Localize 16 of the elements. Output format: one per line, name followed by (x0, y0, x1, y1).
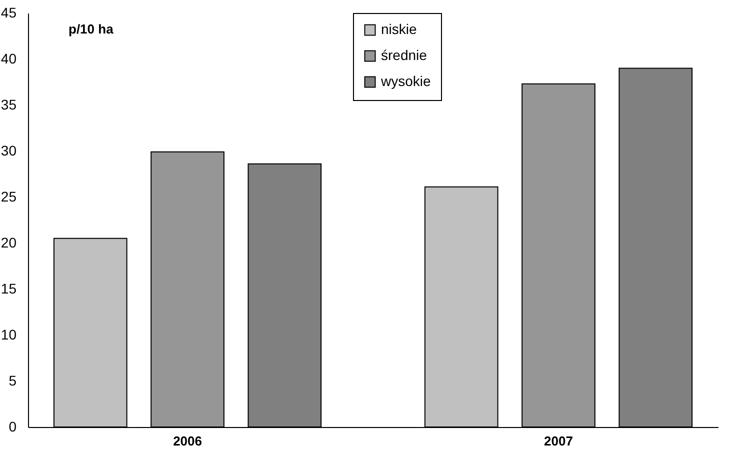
y-tick-label: 0 (8, 418, 17, 434)
y-tick-label: 5 (8, 372, 17, 388)
x-tick-label: 2007 (544, 434, 573, 448)
y-tick-label: 20 (0, 234, 17, 250)
legend-label: średnie (381, 47, 428, 63)
y-tick-label: 15 (0, 280, 17, 296)
y-tick-label: 25 (0, 188, 17, 204)
y-tick-label: 45 (0, 4, 17, 20)
legend-label: wysokie (380, 73, 432, 89)
y-tick-label: 40 (0, 50, 17, 66)
y-tick-label: 35 (0, 96, 17, 112)
x-tick-label: 2006 (173, 434, 202, 448)
y-tick-label: 30 (0, 142, 17, 158)
legend-label: niskie (381, 21, 418, 37)
y-axis-title: p/10 ha (68, 22, 114, 36)
y-tick-label: 10 (0, 326, 17, 342)
